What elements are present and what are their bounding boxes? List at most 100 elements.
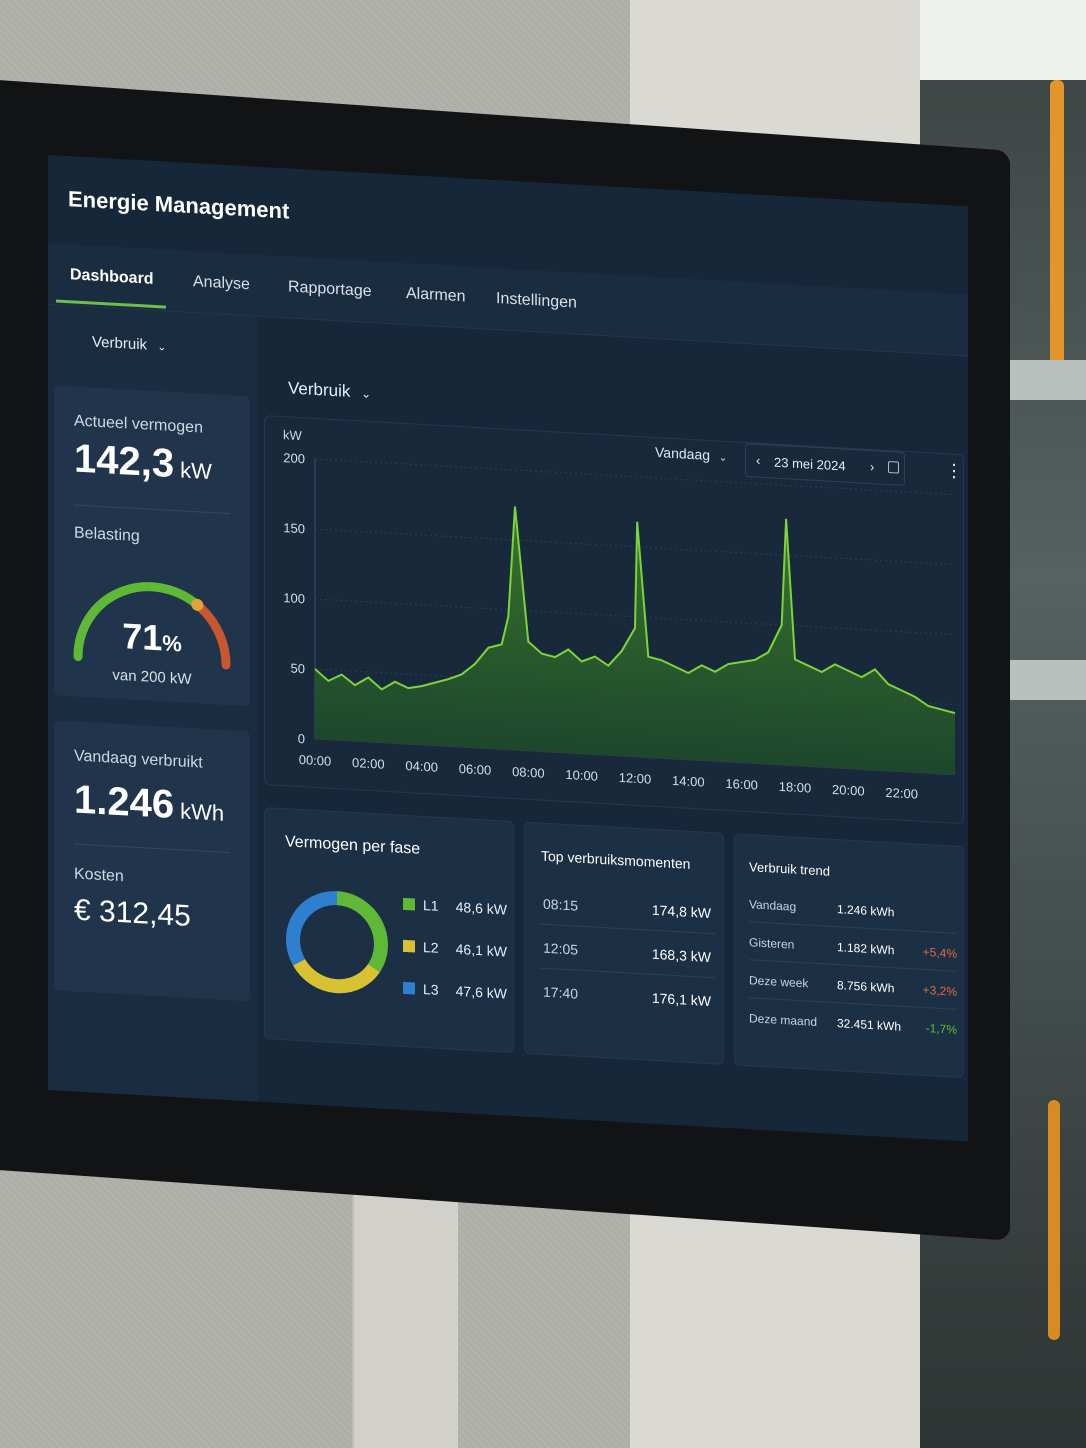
divider xyxy=(74,504,230,515)
legend-swatch xyxy=(403,897,415,911)
actual-power-unit: kW xyxy=(180,457,212,485)
load-gauge xyxy=(73,582,231,670)
load-percent-number: 71 xyxy=(122,615,163,659)
table-row: Vandaag 1.246 kWh xyxy=(749,897,957,919)
x-tick-label: 10:00 xyxy=(565,767,598,784)
phase-donut-chart xyxy=(286,891,388,994)
divider xyxy=(749,921,957,934)
list-item: 12:05 168,3 kW xyxy=(539,939,715,965)
y-tick-label: 0 xyxy=(298,731,305,746)
trend-delta: +5,4% xyxy=(922,944,957,961)
trend-delta: -1,7% xyxy=(925,1021,957,1037)
consumption-chart: kW 0 50 100 150 200 00:00 02:00 04:00 06:00 08:00 1… xyxy=(283,427,956,802)
y-tick-label: 50 xyxy=(291,661,305,677)
divider xyxy=(539,967,715,979)
load-label: Belasting xyxy=(74,524,140,546)
y-tick-label: 100 xyxy=(283,590,305,606)
y-tick-label: 150 xyxy=(283,520,305,536)
usage-trend-panel: Verbruik trend Vandaag 1.246 kWh Gisteren… xyxy=(734,833,964,1079)
today-usage-number: 1.246 xyxy=(74,777,175,828)
sidebar-filter-dropdown[interactable]: Verbruik ⌄ xyxy=(92,333,166,354)
x-tick-label: 22:00 xyxy=(885,785,918,802)
legend-label: L1 xyxy=(423,896,439,914)
legend-value: 48,6 kW xyxy=(455,898,507,918)
main-filter-label: Verbruik xyxy=(288,378,351,401)
tab-dashboard[interactable]: Dashboard xyxy=(70,266,154,288)
dashboard-screen: Energie Management Dashboard Analyse Rap… xyxy=(48,155,968,1142)
x-tick-label: 18:00 xyxy=(779,779,812,796)
consumption-card: Vandaag verbruikt 1.246 kWh Kosten € 312,… xyxy=(54,720,250,1002)
trend-value: 1.182 kWh xyxy=(837,940,895,958)
sidebar: Verbruik ⌄ Actueel vermogen 142,3 kW Bela… xyxy=(48,305,258,1102)
list-item: 17:40 176,1 kW xyxy=(539,983,715,1009)
x-tick-label: 20:00 xyxy=(832,782,865,799)
load-percent-sign: % xyxy=(162,630,182,657)
legend-label: L2 xyxy=(423,938,439,956)
top-moments-panel: Top verbruiksmomenten 08:15 174,8 kW 12:0… xyxy=(524,821,724,1065)
actual-power-label: Actueel vermogen xyxy=(74,412,203,437)
actual-power-number: 142,3 xyxy=(74,436,175,487)
trend-period: Deze week xyxy=(749,973,809,991)
legend-swatch xyxy=(403,981,415,995)
costs-label: Kosten xyxy=(74,865,124,886)
divider xyxy=(539,923,715,935)
gauge-marker xyxy=(191,598,204,611)
moment-time: 08:15 xyxy=(543,895,579,914)
trend-delta: +3,2% xyxy=(922,982,957,999)
trend-period: Deze maand xyxy=(749,1011,818,1029)
legend-label: L3 xyxy=(423,980,439,998)
costs-value: € 312,45 xyxy=(74,893,191,933)
gridline xyxy=(315,528,955,566)
donut-slice-l2 xyxy=(293,958,380,994)
table-row: Deze week 8.756 kWh +3,2% xyxy=(749,973,957,999)
gridline xyxy=(315,458,955,496)
usage-trend-title: Verbruik trend xyxy=(749,859,830,879)
tab-analyse[interactable]: Analyse xyxy=(193,273,250,294)
legend-value: 46,1 kW xyxy=(455,940,507,960)
x-tick-label: 04:00 xyxy=(405,758,438,775)
x-tick-label: 08:00 xyxy=(512,764,545,781)
list-item: 08:15 174,8 kW xyxy=(539,895,715,921)
x-tick-label: 12:00 xyxy=(619,770,652,787)
tab-instellingen[interactable]: Instellingen xyxy=(496,290,577,312)
chevron-down-icon: ⌄ xyxy=(361,386,372,402)
divider xyxy=(749,997,957,1010)
today-usage-label: Vandaag verbruikt xyxy=(74,747,203,772)
x-tick-label: 06:00 xyxy=(459,761,492,778)
trend-period: Vandaag xyxy=(749,897,797,914)
phase-power-title: Vermogen per fase xyxy=(285,833,421,858)
moment-value: 174,8 kW xyxy=(651,901,711,922)
actual-power-value: 142,3 kW xyxy=(74,436,212,489)
table-row: Deze maand 32.451 kWh -1,7% xyxy=(749,1011,957,1037)
tab-rapportage[interactable]: Rapportage xyxy=(288,278,372,301)
app-title: Energie Management xyxy=(68,186,290,224)
cable xyxy=(1050,80,1064,380)
ceiling-light xyxy=(920,0,1086,80)
y-tick-label: 200 xyxy=(283,450,305,466)
tab-alarmen[interactable]: Alarmen xyxy=(406,285,466,306)
x-tick-label: 14:00 xyxy=(672,773,705,790)
moment-time: 17:40 xyxy=(543,983,579,1002)
y-axis-unit: kW xyxy=(283,427,302,443)
trend-period: Gisteren xyxy=(749,935,795,952)
gauge-arc-green xyxy=(73,582,202,662)
legend-l2: L2 46,1 kW xyxy=(403,938,507,960)
series-line xyxy=(314,506,956,715)
trend-value: 32.451 kWh xyxy=(837,1016,902,1034)
moment-value: 176,1 kW xyxy=(651,989,711,1010)
x-tick-label: 02:00 xyxy=(352,755,385,772)
phase-power-panel: Vermogen per fase L1 48,6 kW L2 46,1 kW L3… xyxy=(264,807,514,1054)
donut-slice-l1 xyxy=(336,891,388,973)
main-filter-dropdown[interactable]: Verbruik ⌄ xyxy=(288,378,371,403)
donut-slice-l3 xyxy=(286,891,338,966)
sidebar-filter-label: Verbruik xyxy=(92,333,148,354)
divider xyxy=(74,843,230,854)
moment-value: 168,3 kW xyxy=(651,945,711,966)
cable xyxy=(1048,1100,1060,1340)
legend-l1: L1 48,6 kW xyxy=(403,896,507,918)
today-usage-value: 1.246 kWh xyxy=(74,777,224,830)
moment-time: 12:05 xyxy=(543,939,579,958)
consumption-chart-card: Vandaag ⌄ ‹ 23 mei 2024 › ⋮ kW 0 50 100 150 2… xyxy=(264,415,964,825)
x-tick-label: 00:00 xyxy=(299,752,332,769)
gauge-arc-red xyxy=(192,600,231,670)
